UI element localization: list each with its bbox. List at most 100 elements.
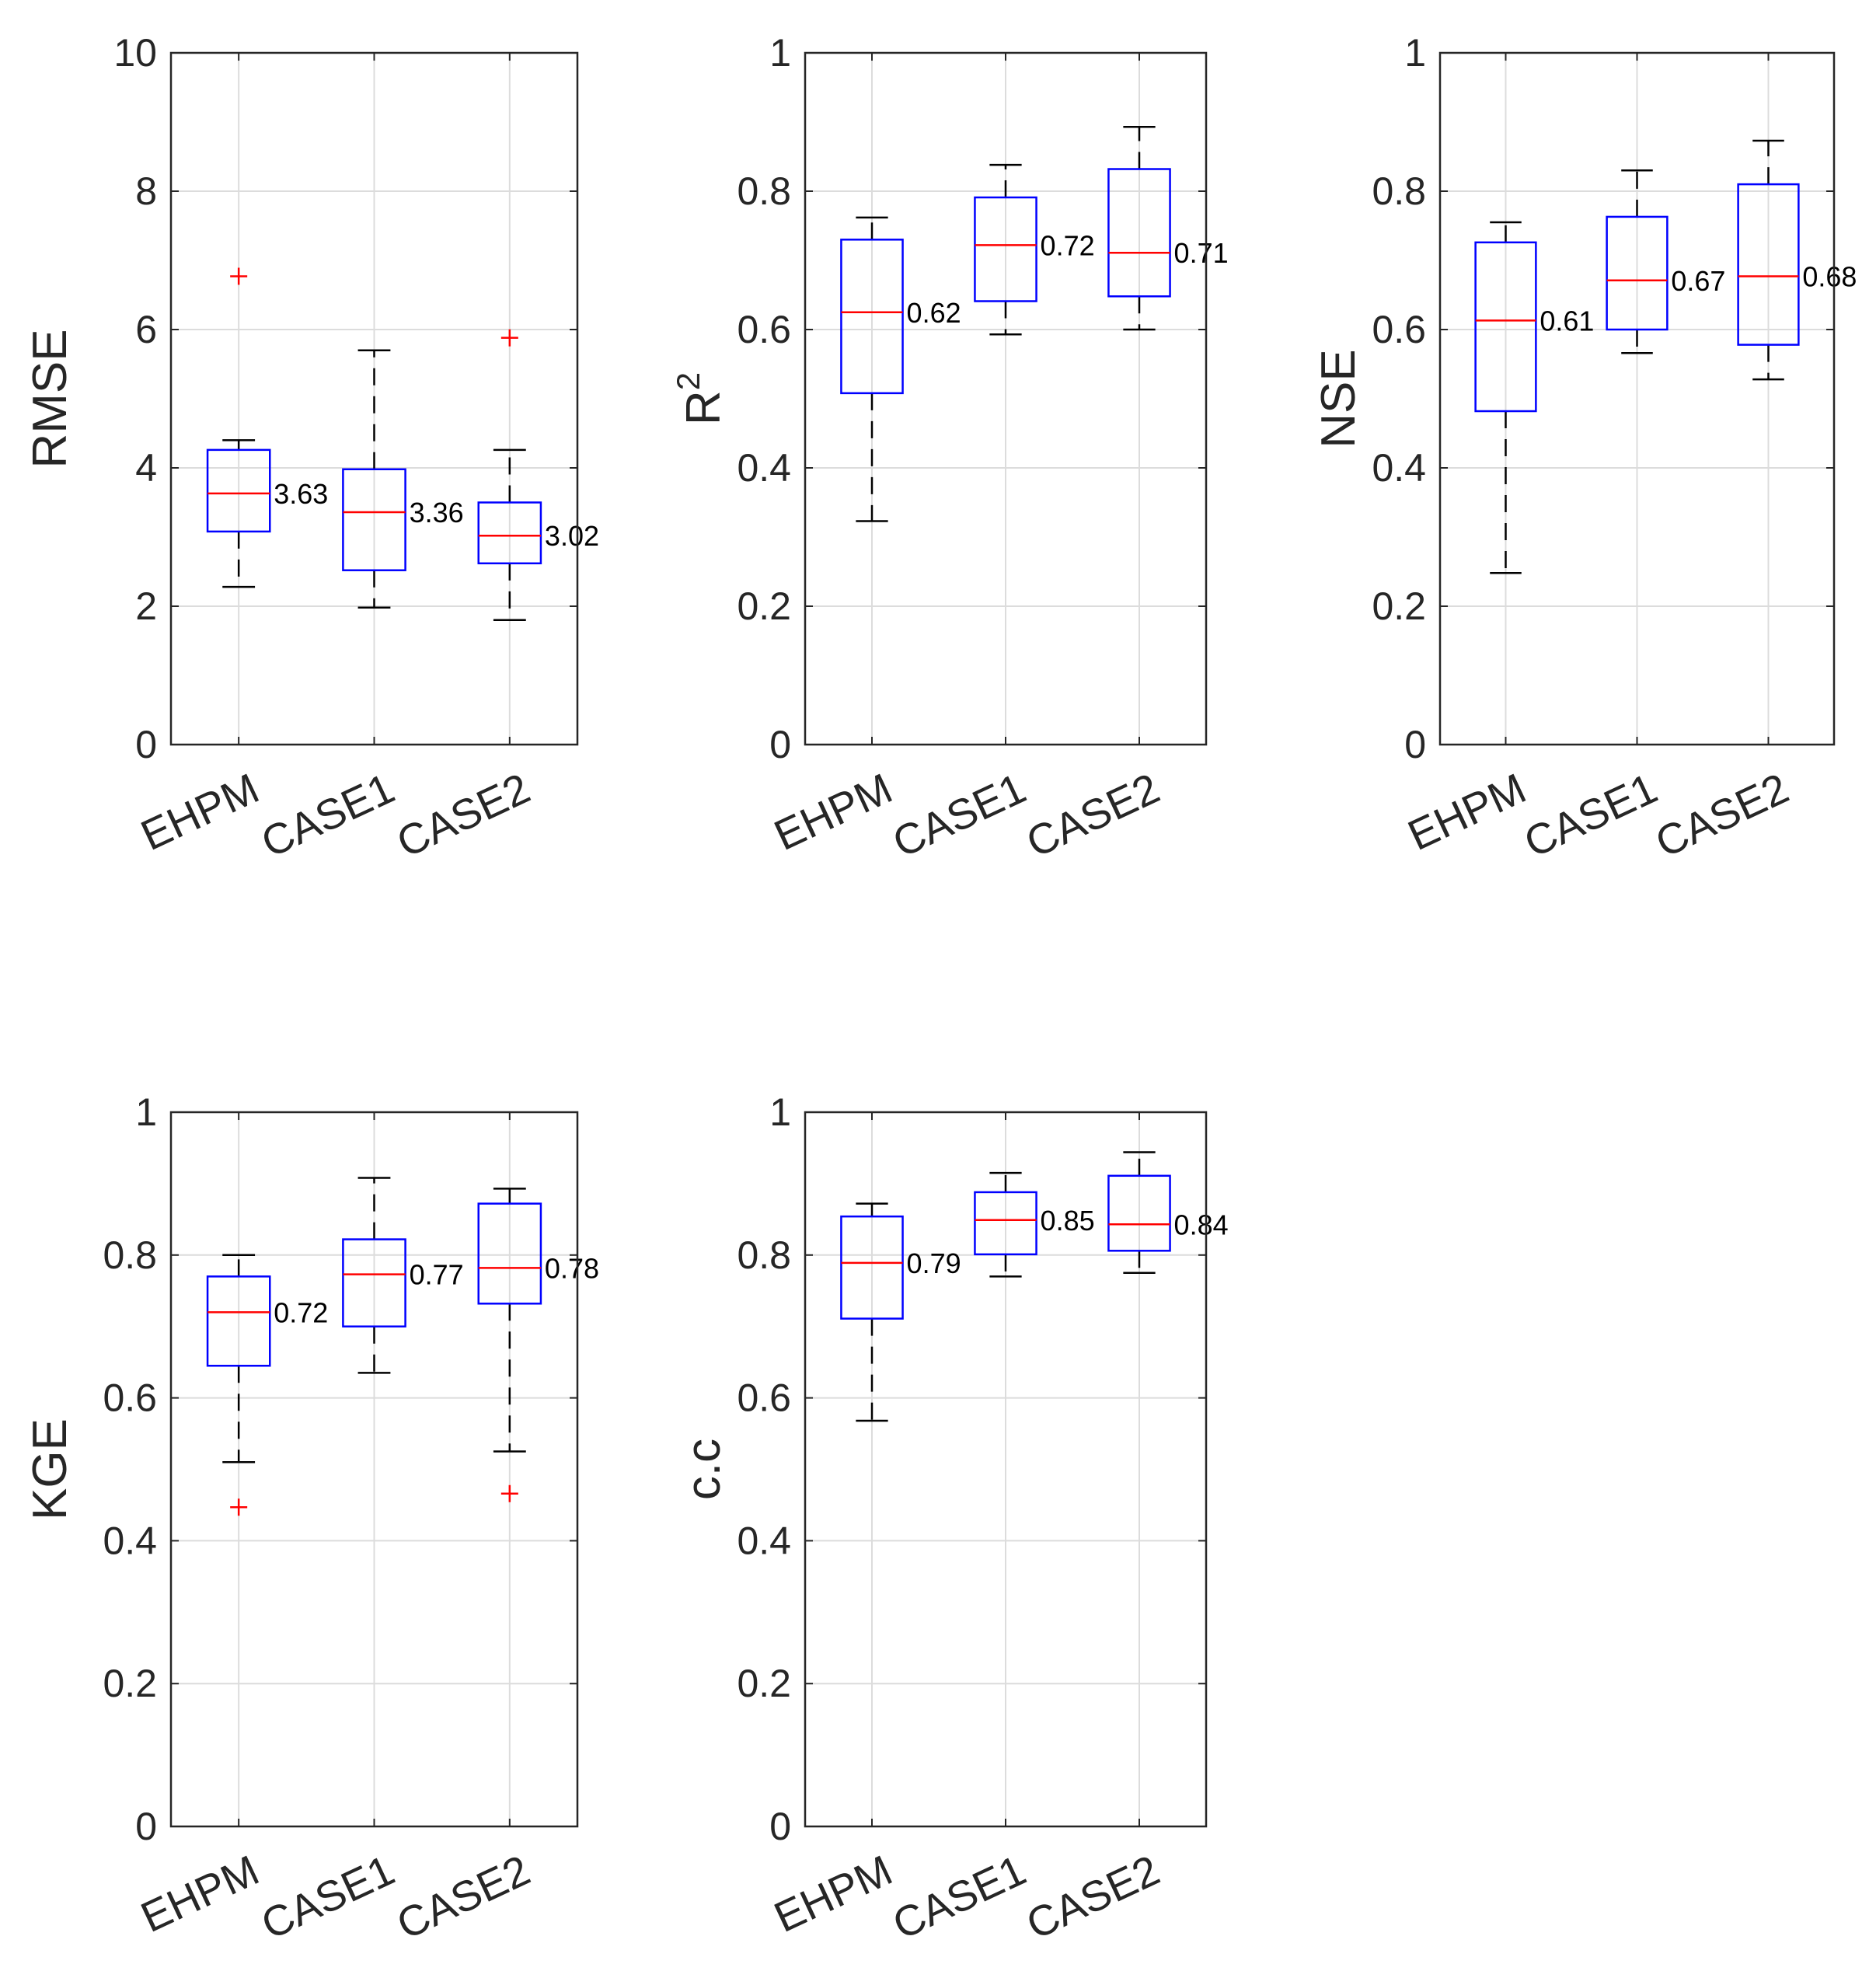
- box-case2: 0.78: [477, 1188, 599, 1502]
- x-category-label: CASE1: [254, 764, 402, 867]
- x-category-label: EHPM: [134, 1846, 266, 1941]
- outlier-marker: [230, 267, 248, 285]
- median-value-label: 3.63: [274, 478, 328, 510]
- y-axis-label: c.c: [677, 1439, 731, 1500]
- axes-frame: [804, 51, 1208, 746]
- y-tick-label: 0: [769, 723, 791, 766]
- median-value-label: 0.71: [1174, 237, 1229, 269]
- y-axis-label-text: RMSE: [23, 329, 77, 468]
- axes-frame: [169, 1111, 579, 1828]
- y-axis-label: RMSE: [23, 329, 77, 468]
- iqr-box: [974, 196, 1037, 302]
- iqr-box: [342, 468, 406, 571]
- y-tick-label: 0: [769, 1805, 791, 1848]
- x-category-label: EHPM: [134, 764, 266, 860]
- y-axis-label-text: KGE: [23, 1418, 77, 1520]
- outlier-marker: [500, 1484, 518, 1502]
- y-axis-label-text: NSE: [1312, 349, 1365, 448]
- iqr-box: [840, 239, 904, 395]
- box-case1: 0.72: [974, 163, 1095, 336]
- x-category-label: CASE1: [1517, 764, 1665, 867]
- box-case2: 0.71: [1107, 125, 1229, 331]
- y-tick-label: 0.6: [737, 308, 791, 351]
- y-tick-label: 0.4: [103, 1519, 157, 1562]
- y-tick-label: 0: [135, 723, 157, 766]
- iqr-box: [206, 448, 271, 533]
- x-category-label: CASE2: [1019, 764, 1166, 867]
- y-tick-label: 0.8: [1372, 169, 1426, 213]
- y-tick-label: 1: [769, 31, 791, 75]
- outlier-marker: [230, 1498, 248, 1516]
- y-tick-label: 0.4: [737, 446, 791, 490]
- y-axis-label: R2: [670, 372, 731, 425]
- y-tick-label: 0: [1404, 723, 1426, 766]
- box-ehpm: 3.63: [206, 267, 328, 588]
- y-tick-label: 0: [135, 1805, 157, 1848]
- y-tick-label: 0.6: [1372, 308, 1426, 351]
- y-tick-label: 1: [135, 1090, 157, 1134]
- median-value-label: 0.84: [1174, 1209, 1229, 1240]
- axes-frame: [804, 1111, 1208, 1828]
- iqr-box: [206, 1275, 271, 1367]
- y-axis-label: KGE: [23, 1418, 77, 1520]
- box-case1: 3.36: [342, 349, 464, 609]
- box-ehpm: 0.79: [840, 1202, 961, 1422]
- iqr-box: [974, 1191, 1037, 1256]
- iqr-box: [1737, 183, 1800, 346]
- median-value-label: 0.68: [1802, 260, 1857, 292]
- iqr-box: [1107, 168, 1171, 298]
- iqr-box: [342, 1238, 406, 1327]
- box-case2: 0.84: [1107, 1151, 1229, 1275]
- median-value-label: 3.36: [410, 497, 464, 529]
- box-case1: 0.67: [1606, 169, 1725, 354]
- x-category-label: EHPM: [767, 1846, 899, 1941]
- x-category-label: CASE1: [254, 1846, 402, 1948]
- x-category-label: EHPM: [1400, 764, 1533, 860]
- y-tick-label: 6: [135, 308, 157, 351]
- median-value-label: 0.79: [907, 1247, 961, 1279]
- iqr-box: [477, 501, 542, 565]
- y-tick-label: 0.6: [737, 1376, 791, 1420]
- y-tick-label: 0.2: [103, 1662, 157, 1705]
- box-ehpm: 0.62: [840, 216, 961, 522]
- y-tick-label: 0.2: [1372, 584, 1426, 628]
- y-axis-label-text: c.c: [677, 1439, 731, 1500]
- y-axis-label: NSE: [1312, 349, 1365, 448]
- median-value-label: 0.62: [907, 297, 961, 329]
- y-tick-label: 0.8: [103, 1233, 157, 1277]
- median-value-label: 0.85: [1041, 1205, 1095, 1237]
- y-axis-label-text: R: [677, 390, 731, 425]
- y-tick-label: 0.4: [1372, 446, 1426, 490]
- median-value-label: 0.72: [274, 1296, 328, 1328]
- box-case1: 0.77: [342, 1177, 464, 1374]
- median-value-label: 3.02: [545, 520, 599, 552]
- y-tick-label: 2: [135, 584, 157, 628]
- y-tick-label: 8: [135, 169, 157, 213]
- iqr-box: [1474, 241, 1537, 413]
- box-case2: 3.02: [477, 329, 599, 622]
- y-tick-label: 0.2: [737, 584, 791, 628]
- y-tick-label: 4: [135, 446, 157, 490]
- x-category-label: CASE1: [885, 1846, 1033, 1948]
- y-tick-label: 0.8: [737, 169, 791, 213]
- median-value-label: 0.72: [1041, 229, 1095, 261]
- y-tick-label: 0.8: [737, 1233, 791, 1277]
- box-case2: 0.68: [1737, 139, 1857, 381]
- median-value-label: 0.67: [1671, 265, 1725, 297]
- median-value-label: 0.78: [545, 1252, 599, 1284]
- x-category-label: CASE2: [1648, 764, 1796, 867]
- y-tick-label: 1: [769, 1090, 791, 1134]
- y-tick-label: 0.6: [103, 1376, 157, 1420]
- x-category-label: CASE2: [389, 1846, 537, 1948]
- x-category-label: CASE2: [1019, 1846, 1166, 1948]
- axes-frame: [1438, 51, 1836, 746]
- box-ehpm: 0.72: [206, 1254, 328, 1516]
- iqr-box: [1606, 215, 1669, 331]
- outlier-marker: [500, 329, 518, 347]
